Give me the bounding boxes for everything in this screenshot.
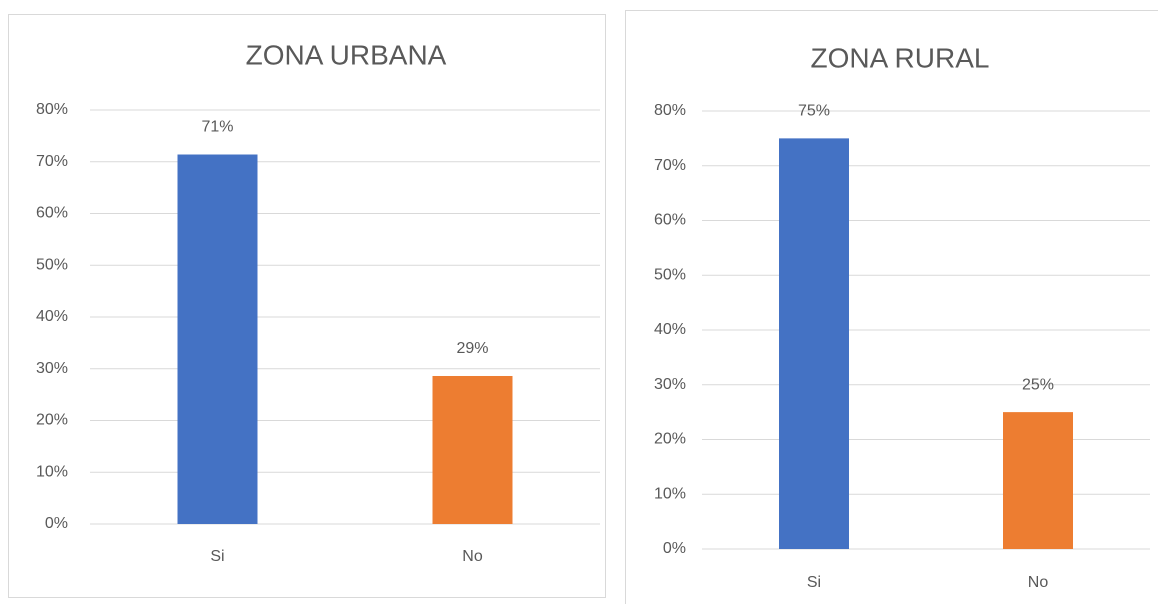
y-tick-label: 50%	[36, 256, 68, 273]
bar	[177, 154, 258, 524]
y-tick-label: 20%	[654, 431, 686, 448]
bar	[779, 138, 849, 549]
data-label: 25%	[1022, 376, 1054, 393]
y-tick-label: 0%	[663, 540, 686, 557]
data-label: 71%	[201, 119, 233, 136]
chart-title: ZONA URBANA	[246, 39, 447, 70]
y-tick-label: 30%	[654, 376, 686, 393]
y-tick-label: 80%	[654, 102, 686, 119]
y-tick-label: 50%	[654, 266, 686, 283]
x-tick-label: Si	[807, 574, 821, 591]
chart-title: ZONA RURAL	[811, 42, 990, 73]
data-label: 29%	[456, 340, 488, 357]
y-tick-label: 60%	[654, 212, 686, 229]
y-tick-label: 70%	[654, 157, 686, 174]
bar	[1003, 412, 1073, 549]
y-tick-label: 10%	[36, 463, 68, 480]
y-tick-label: 60%	[36, 205, 68, 222]
data-label: 75%	[798, 103, 830, 120]
x-tick-label: Si	[210, 548, 224, 565]
y-tick-label: 0%	[45, 515, 68, 532]
x-tick-label: No	[462, 548, 483, 565]
chart-frame	[8, 14, 606, 598]
y-tick-label: 40%	[654, 321, 686, 338]
chart-frame	[625, 10, 1158, 604]
y-tick-label: 30%	[36, 360, 68, 377]
y-tick-label: 80%	[36, 101, 68, 118]
y-tick-label: 20%	[36, 412, 68, 429]
y-tick-label: 10%	[654, 485, 686, 502]
x-tick-label: No	[1028, 574, 1049, 591]
y-tick-label: 70%	[36, 153, 68, 170]
y-tick-label: 40%	[36, 308, 68, 325]
bar	[432, 375, 513, 524]
